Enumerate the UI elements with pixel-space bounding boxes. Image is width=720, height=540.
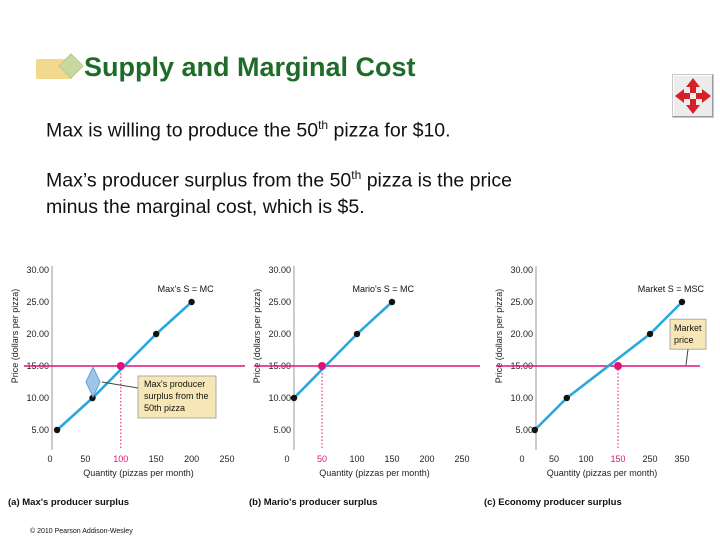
panel-c-supply-point xyxy=(563,394,570,402)
panel-c-y-axis-label: Price (dollars per pizza) xyxy=(494,289,504,384)
text-line-3: minus the marginal cost, which is $5. xyxy=(46,195,365,218)
panel-b-x-tick-label: 200 xyxy=(419,454,434,464)
panel-a-supply-point xyxy=(153,330,160,338)
panel-b-x-tick-label: 250 xyxy=(454,454,469,464)
panel-a-y-axis-label: Price (dollars per pizza) xyxy=(10,289,20,384)
panel-b-y-tick-label: 20.00 xyxy=(268,329,291,339)
panel-c-supply-point xyxy=(678,298,686,306)
panel-a-surplus-marker xyxy=(85,365,101,399)
panel-b-y-tick-label: 30.00 xyxy=(268,265,291,275)
panel-c-y-tick-label: 5.00 xyxy=(515,425,533,435)
panel-a-x-tick-label: 50 xyxy=(80,454,90,464)
move-arrows-icon xyxy=(675,78,711,114)
panel-b-x-axis-label: Quantity (pizzas per month) xyxy=(319,468,430,478)
panel-b-caption: (b) Mario's producer surplus xyxy=(249,497,377,508)
slide-title: Supply and Marginal Cost xyxy=(84,52,416,82)
panel-c-supply-point xyxy=(531,426,538,434)
panel-a-y-tick-label: 5.00 xyxy=(31,425,49,435)
panel-a-annotation-text: 50th pizza xyxy=(144,403,185,413)
panel-b-supply-point xyxy=(388,298,396,306)
panel-c-equilibrium-point xyxy=(614,362,622,370)
panel-a-caption: (a) Max's producer surplus xyxy=(8,497,129,508)
panel-c-x-tick-label: 350 xyxy=(674,454,689,464)
panel-c-y-tick-label: 30.00 xyxy=(510,265,533,275)
panel-b-y-axis-label: Price (dollars per pizza) xyxy=(252,289,262,384)
panel-b-supply-point xyxy=(290,394,298,402)
panel-a-annotation-leader xyxy=(101,381,139,389)
panel-c-y-tick-label: 10.00 xyxy=(510,393,533,403)
panel-b-y-tick-label: 25.00 xyxy=(268,297,291,307)
title-decoration xyxy=(36,52,96,80)
panel-a-supply-point xyxy=(53,426,61,434)
panel-a-x-tick-label: 100 xyxy=(113,454,128,464)
panel-b-equilibrium-point xyxy=(318,362,326,370)
panel-c-x-tick-label: 250 xyxy=(642,454,657,464)
panel-c-callout-text: price xyxy=(674,335,694,345)
panel-b-x-tick-label: 0 xyxy=(284,454,289,464)
panel-c-series-label: Market S = MSC xyxy=(638,284,705,294)
panel-a-y-tick-label: 30.00 xyxy=(26,265,49,275)
panel-a-x-tick-label: 250 xyxy=(219,454,234,464)
panel-b-supply-point xyxy=(353,330,361,338)
panel-a-x-tick-label: 200 xyxy=(184,454,199,464)
panel-c-x-axis-label: Quantity (pizzas per month) xyxy=(547,468,658,478)
panel-b-x-tick-label: 100 xyxy=(349,454,364,464)
panel-c-callout-text: Market xyxy=(674,323,702,333)
panel-a-supply-point xyxy=(188,298,195,306)
panel-c-x-tick-label: 50 xyxy=(549,454,559,464)
panel-c-y-tick-label: 20.00 xyxy=(510,329,533,339)
panel-c-supply-point xyxy=(646,330,654,338)
panel-a-annotation-box xyxy=(137,375,217,419)
text-line-2: Max’s producer surplus from the 50th piz… xyxy=(46,168,512,218)
panel-a-annotation-text: Max's producer xyxy=(144,379,205,389)
panel-a-y-tick-label: 25.00 xyxy=(26,297,49,307)
panel-c-x-tick-label: 100 xyxy=(578,454,593,464)
panel-b-x-tick-label: 50 xyxy=(317,454,327,464)
panel-b-y-tick-label: 10.00 xyxy=(268,393,291,403)
panel-a-series-label: Max's S = MC xyxy=(158,284,214,294)
panel-b-series-label: Mario's S = MC xyxy=(353,284,415,294)
panel-c-callout-leader xyxy=(685,349,689,366)
panel-a-x-tick-label: 150 xyxy=(149,454,164,464)
panel-b-y-tick-label: 5.00 xyxy=(273,425,291,435)
move-handle[interactable] xyxy=(672,74,714,118)
panel-c-x-tick-label: 0 xyxy=(519,454,524,464)
panel-a-equilibrium-point xyxy=(116,362,125,370)
copyright: © 2010 Pearson Addison-Wesley xyxy=(30,528,133,535)
text-line-1: Max is willing to produce the 50th pizza… xyxy=(46,118,451,142)
panel-c-x-tick-label: 150 xyxy=(610,454,625,464)
panel-a-y-tick-label: 10.00 xyxy=(26,393,49,403)
panel-c-y-tick-label: 25.00 xyxy=(510,297,533,307)
panel-c-supply-line xyxy=(533,301,683,431)
panel-a-supply-point xyxy=(89,394,96,402)
panel-a-y-tick-label: 20.00 xyxy=(26,329,49,339)
panel-c-caption: (c) Economy producer surplus xyxy=(484,497,622,508)
panel-a-x-axis-label: Quantity (pizzas per month) xyxy=(83,468,194,478)
panel-c-callout-box xyxy=(669,318,707,350)
panel-b-x-tick-label: 150 xyxy=(384,454,399,464)
panel-a-x-tick-label: 0 xyxy=(47,454,52,464)
panel-b-supply-line xyxy=(293,301,393,399)
panel-a-annotation-text: surplus from the xyxy=(144,391,209,401)
